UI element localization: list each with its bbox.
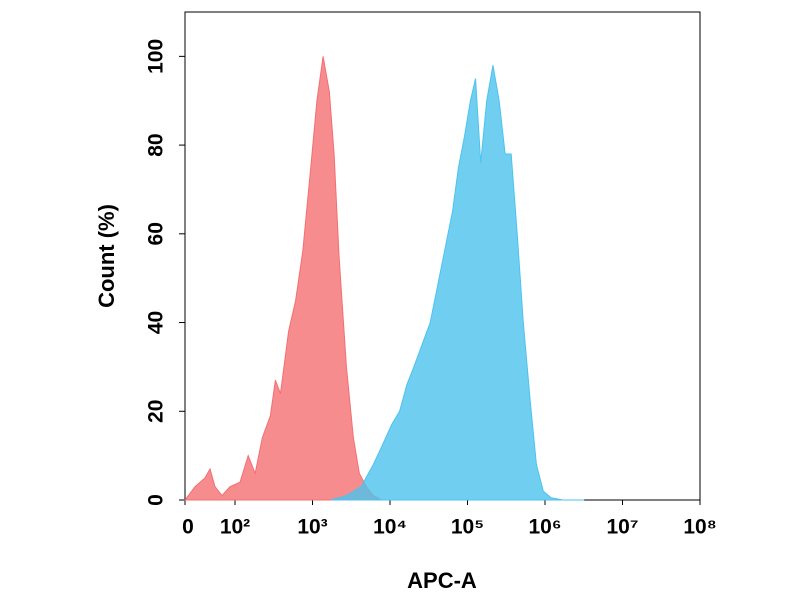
x-tick-label: 10⁷: [606, 516, 638, 539]
x-tick-label: 10²: [220, 516, 250, 539]
y-tick-label: 20: [145, 400, 168, 423]
histogram-area: [331, 65, 585, 501]
x-tick-label: 10³: [297, 516, 327, 539]
y-tick-label: 100: [145, 39, 168, 74]
x-tick-label: 10⁵: [451, 516, 484, 539]
x-axis-label: APC-A: [407, 568, 477, 593]
y-tick-label: 60: [145, 222, 168, 245]
x-tick-label: 10⁶: [528, 516, 561, 539]
y-tick-label: 80: [145, 133, 168, 156]
histogram-area: [183, 56, 382, 501]
x-tick-label: 10⁸: [683, 516, 716, 539]
x-tick-label: 0: [182, 516, 194, 539]
y-axis-label: Count (%): [94, 204, 119, 308]
x-tick-label: 10⁴: [373, 516, 407, 539]
y-tick-label: 40: [145, 311, 168, 334]
y-tick-label: 0: [145, 494, 168, 506]
